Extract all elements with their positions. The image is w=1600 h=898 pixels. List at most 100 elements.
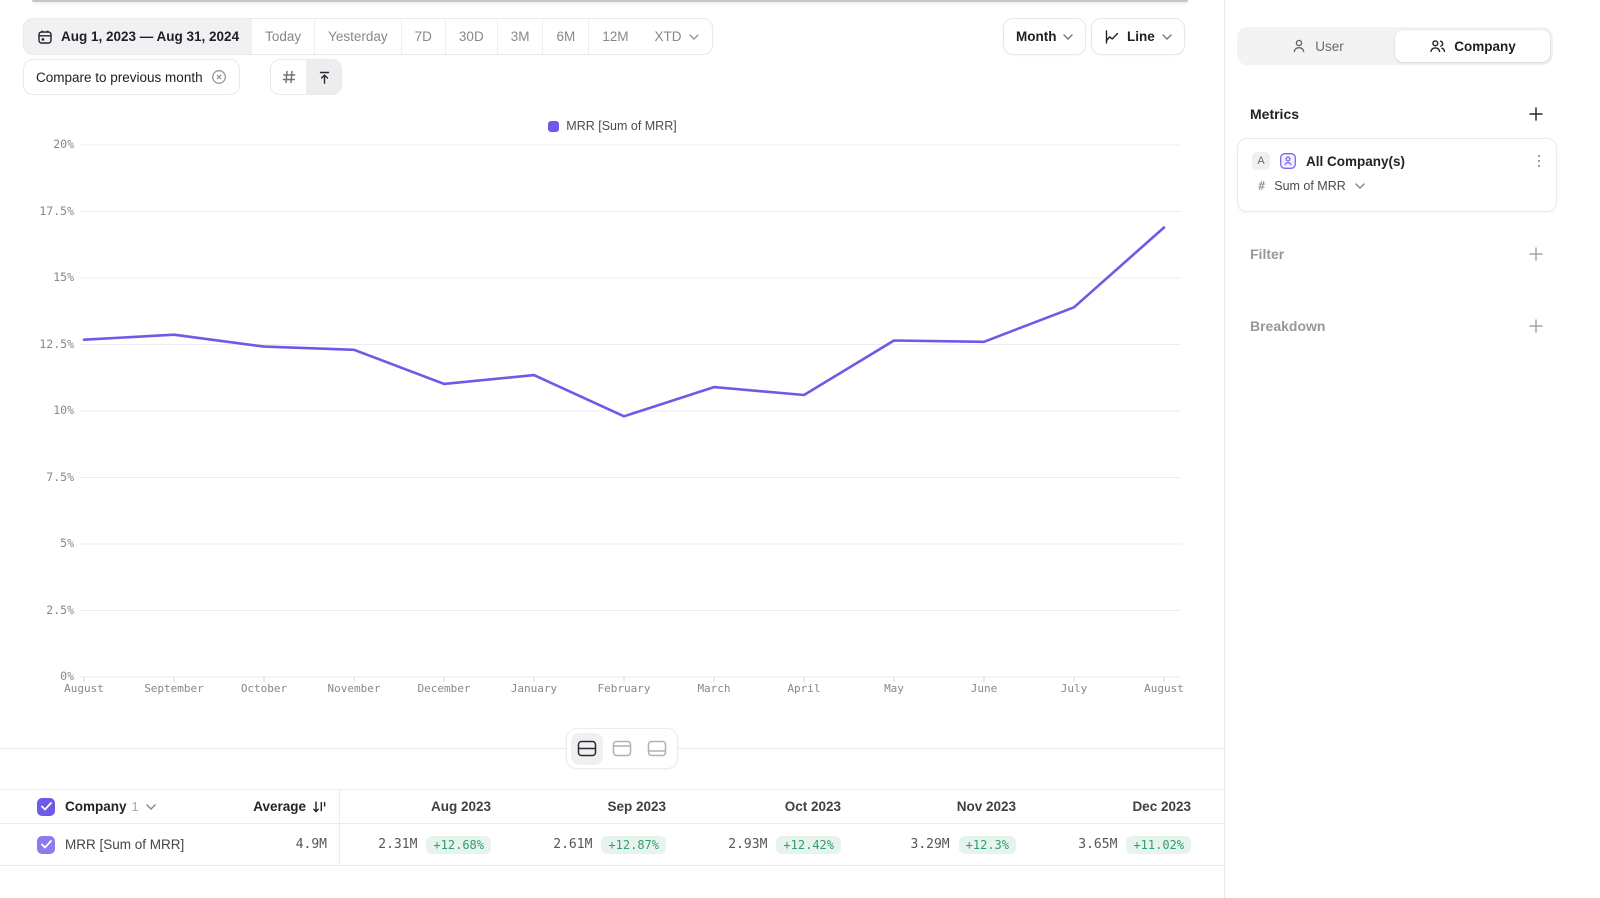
layout-split-button[interactable] bbox=[571, 732, 603, 765]
cell-value: 2.61M bbox=[553, 837, 593, 852]
preset-30d-button[interactable]: 30D bbox=[444, 19, 497, 54]
chevron-down-icon bbox=[689, 33, 700, 40]
user-icon bbox=[1291, 38, 1307, 54]
table-header-row: Company 1 Average Aug 2023 Sep 2023 Oct 20… bbox=[0, 789, 1225, 824]
y-tick-label: 15% bbox=[53, 270, 74, 284]
tab-user[interactable]: User bbox=[1240, 30, 1395, 62]
y-tick-label: 10% bbox=[53, 403, 74, 417]
x-tick-label: November bbox=[327, 682, 381, 695]
metric-aggregation-selector[interactable]: # Sum of MRR bbox=[1238, 170, 1556, 193]
y-tick-label: 20% bbox=[53, 137, 74, 151]
chart-legend: MRR [Sum of MRR] bbox=[0, 119, 1225, 133]
chart-option-toggles bbox=[270, 59, 342, 95]
cell-value: 3.29M bbox=[910, 837, 950, 852]
x-tick-label: January bbox=[510, 682, 558, 695]
month-column-header[interactable]: Oct 2023 bbox=[784, 799, 841, 814]
month-column-header[interactable]: Nov 2023 bbox=[956, 799, 1016, 814]
tab-company[interactable]: Company bbox=[1395, 30, 1550, 62]
y-tick-label: 12.5% bbox=[39, 336, 74, 351]
x-tick-label: September bbox=[144, 682, 204, 695]
month-column-header[interactable]: Aug 2023 bbox=[430, 799, 491, 814]
x-tick-label: May bbox=[884, 682, 904, 695]
table-row[interactable]: MRR [Sum of MRR] 4.9M 2.31M +12.68% 2.61M +… bbox=[0, 824, 1225, 866]
table-cell: 2.61M +12.87% bbox=[505, 824, 680, 865]
preset-today-button[interactable]: Today bbox=[265, 29, 302, 44]
x-tick-label: April bbox=[787, 682, 821, 695]
metric-row-label: MRR [Sum of MRR] bbox=[65, 837, 185, 852]
line-chart-icon bbox=[1104, 29, 1120, 45]
month-column-header[interactable]: Sep 2023 bbox=[607, 799, 666, 814]
delta-badge: +12.3% bbox=[958, 835, 1016, 854]
layout-switch bbox=[566, 728, 678, 769]
annotations-toggle-button[interactable] bbox=[306, 60, 341, 94]
date-range-button[interactable]: Aug 1, 2023 — Aug 31, 2024 bbox=[24, 19, 253, 54]
grid-toggle-button[interactable] bbox=[271, 60, 306, 94]
x-tick-label: August bbox=[64, 682, 104, 695]
add-metric-button[interactable] bbox=[1528, 106, 1544, 122]
x-tick-label: December bbox=[417, 682, 471, 695]
cell-value: 2.31M bbox=[378, 837, 418, 852]
y-tick-label: 7.5% bbox=[46, 469, 74, 484]
calendar-icon bbox=[37, 29, 53, 45]
x-tick-label: July bbox=[1060, 682, 1088, 695]
preset-xtd-button[interactable]: XTD bbox=[641, 19, 712, 54]
chart-type-dropdown[interactable]: Line bbox=[1091, 18, 1185, 55]
table-cell: 2.31M +12.68% bbox=[340, 824, 505, 865]
entity-header-label[interactable]: Company bbox=[65, 799, 127, 814]
preset-3m-button[interactable]: 3M bbox=[496, 19, 543, 54]
preset-7d-button[interactable]: 7D bbox=[400, 19, 445, 54]
config-sidebar: User Company Metrics A bbox=[1225, 0, 1600, 898]
date-range-toolbar: Aug 1, 2023 — Aug 31, 2024 Today Yesterda… bbox=[23, 18, 714, 55]
preset-12m-button[interactable]: 12M bbox=[588, 19, 641, 54]
metric-row-average: 4.9M bbox=[295, 837, 327, 852]
month-column-header[interactable]: Dec 2023 bbox=[1132, 799, 1191, 814]
hash-icon: # bbox=[1258, 179, 1266, 193]
add-filter-button[interactable] bbox=[1528, 246, 1544, 262]
preset-6m-button[interactable]: 6M bbox=[542, 19, 588, 54]
metric-menu-button[interactable] bbox=[1534, 153, 1545, 170]
y-tick-label: 5% bbox=[60, 536, 74, 550]
panel-top-edge bbox=[32, 0, 1188, 2]
row-checkbox[interactable] bbox=[37, 835, 55, 854]
metric-name: All Company(s) bbox=[1306, 153, 1406, 169]
remove-compare-icon[interactable] bbox=[211, 69, 227, 85]
legend-swatch bbox=[548, 120, 560, 132]
x-tick-label: March bbox=[697, 682, 731, 695]
chevron-down-icon bbox=[1063, 33, 1074, 40]
delta-badge: +12.87% bbox=[601, 835, 666, 854]
table-cell: 3.65M +11.02% bbox=[1030, 824, 1205, 865]
sort-icon[interactable] bbox=[312, 800, 327, 814]
cell-value: 3.65M bbox=[1078, 837, 1118, 852]
metric-card[interactable]: A All Company(s) # Sum of MRR bbox=[1237, 138, 1557, 212]
cell-value: 2.93M bbox=[728, 837, 768, 852]
compare-chip[interactable]: Compare to previous month bbox=[23, 59, 240, 95]
metric-letter-badge: A bbox=[1252, 152, 1270, 170]
chart-panel: Aug 1, 2023 — Aug 31, 2024 Today Yesterda… bbox=[0, 0, 1225, 898]
layout-table-button[interactable] bbox=[641, 733, 673, 765]
arrow-up-to-line-icon bbox=[316, 69, 332, 85]
layout-chart-button[interactable] bbox=[606, 733, 638, 765]
y-tick-label: 17.5% bbox=[39, 203, 74, 218]
metrics-title: Metrics bbox=[1250, 106, 1300, 122]
chevron-down-icon bbox=[1355, 183, 1365, 189]
x-tick-label: February bbox=[597, 682, 651, 695]
y-tick-label: 0% bbox=[60, 669, 74, 683]
average-header-label[interactable]: Average bbox=[253, 799, 306, 814]
delta-badge: +11.02% bbox=[1126, 835, 1191, 854]
date-range-label: Aug 1, 2023 — Aug 31, 2024 bbox=[61, 29, 240, 44]
mrr-line-chart[interactable] bbox=[80, 144, 1181, 682]
select-all-checkbox[interactable] bbox=[37, 797, 55, 816]
entity-count: 1 bbox=[131, 799, 139, 814]
breakdown-label: Breakdown bbox=[1250, 318, 1326, 334]
chevron-down-icon[interactable] bbox=[146, 803, 156, 810]
legend-label: MRR [Sum of MRR] bbox=[566, 119, 677, 133]
x-tick-label: October bbox=[240, 682, 288, 695]
table-cell: 2.93M +12.42% bbox=[680, 824, 855, 865]
add-breakdown-button[interactable] bbox=[1528, 318, 1544, 334]
y-tick-label: 2.5% bbox=[46, 602, 74, 617]
filter-label: Filter bbox=[1250, 246, 1285, 262]
granularity-dropdown[interactable]: Month bbox=[1003, 18, 1087, 55]
results-table: Company 1 Average Aug 2023 Sep 2023 Oct 20… bbox=[0, 789, 1225, 866]
preset-yesterday-button[interactable]: Yesterday bbox=[314, 19, 401, 54]
grid-icon bbox=[281, 69, 297, 85]
